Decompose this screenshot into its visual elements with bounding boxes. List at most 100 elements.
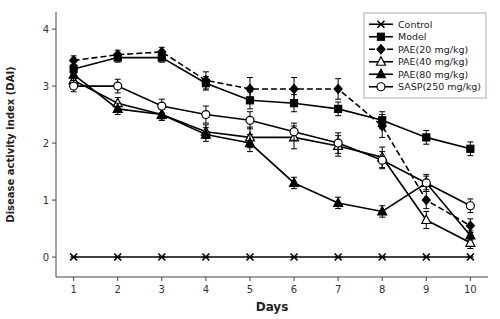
- series-line: [74, 86, 471, 206]
- legend-marker: [377, 33, 384, 40]
- data-point: [467, 254, 474, 261]
- legend-label: Model: [398, 31, 427, 42]
- y-tick: [52, 86, 56, 87]
- y-tick-label: 3: [43, 81, 49, 92]
- data-point: [70, 56, 78, 65]
- error-bar: [379, 152, 385, 169]
- x-tick: [382, 277, 383, 281]
- data-point: [158, 47, 166, 56]
- y-tick-label: 0: [43, 252, 49, 263]
- error-bar: [335, 79, 341, 100]
- error-bar: [71, 80, 77, 91]
- series: [70, 47, 475, 232]
- data-point: [70, 254, 77, 261]
- error-bar: [291, 78, 297, 101]
- data-point: [245, 138, 254, 147]
- error-bar: [71, 56, 77, 65]
- legend-label: PAE(20 mg/kg): [398, 44, 468, 55]
- data-point: [202, 111, 210, 119]
- x-tick-label: 10: [464, 284, 477, 295]
- data-point: [202, 76, 210, 85]
- data-point: [114, 50, 122, 59]
- data-point: [246, 116, 254, 124]
- series-line: [74, 256, 471, 258]
- data-point: [335, 105, 342, 112]
- x-tick: [338, 277, 339, 281]
- axes: 1234567891001234: [43, 12, 488, 295]
- x-tick-label: 6: [291, 284, 297, 295]
- data-point: [291, 254, 298, 261]
- error-bar: [379, 147, 385, 168]
- data-point: [466, 230, 475, 239]
- data-point: [378, 206, 387, 215]
- error-bar: [203, 106, 209, 123]
- legend-frame: [364, 13, 486, 98]
- error-bar: [115, 50, 121, 59]
- data-point: [334, 84, 342, 93]
- legend-marker: [377, 21, 384, 28]
- y-tick: [52, 257, 56, 258]
- data-point: [246, 254, 253, 261]
- x-tick: [249, 277, 250, 281]
- error-bar: [467, 199, 473, 213]
- series-line: [74, 52, 471, 226]
- x-tick-label: 2: [115, 284, 121, 295]
- legend-label: PAE(40 mg/kg): [398, 56, 468, 67]
- series-line: [74, 58, 471, 149]
- y-tick-label: 4: [43, 24, 49, 35]
- data-point: [379, 254, 386, 261]
- data-point: [466, 221, 474, 230]
- error-bar: [247, 112, 253, 129]
- error-bar: [423, 192, 429, 209]
- data-point: [423, 254, 430, 261]
- series: [70, 53, 474, 156]
- data-point: [422, 196, 430, 205]
- x-tick-label: 5: [247, 284, 253, 295]
- error-bar: [335, 102, 341, 116]
- data-point: [158, 102, 166, 110]
- legend-label: PAE(80 mg/kg): [398, 69, 468, 80]
- plot-area: [69, 47, 475, 260]
- x-tick-label: 7: [335, 284, 341, 295]
- data-point: [158, 254, 165, 261]
- data-point: [378, 156, 386, 164]
- x-tick-label: 1: [70, 284, 76, 295]
- series-line: [74, 80, 471, 242]
- series-line: [74, 75, 471, 236]
- error-bar: [467, 142, 473, 156]
- error-bar: [379, 115, 385, 138]
- y-tick: [52, 29, 56, 30]
- data-point: [378, 121, 386, 130]
- data-point: [290, 178, 299, 187]
- y-axis-line: [56, 12, 57, 277]
- data-point: [423, 134, 430, 141]
- legend-marker: [377, 83, 385, 91]
- y-tick: [52, 200, 56, 201]
- error-bar: [247, 78, 253, 101]
- data-point: [114, 254, 121, 261]
- x-tick: [117, 277, 118, 281]
- x-axis-label: Days: [256, 300, 289, 314]
- data-point: [335, 254, 342, 261]
- y-tick: [52, 143, 56, 144]
- error-bar: [291, 123, 297, 140]
- error-bar: [115, 79, 121, 93]
- x-tick-label: 8: [379, 284, 385, 295]
- x-tick: [161, 277, 162, 281]
- data-point: [113, 104, 122, 113]
- error-bar: [423, 174, 429, 191]
- data-point: [201, 130, 210, 139]
- legend-marker: [376, 57, 385, 66]
- legend-label: Control: [398, 19, 432, 30]
- x-tick: [470, 277, 471, 281]
- data-point: [290, 84, 298, 93]
- x-tick-label: 3: [159, 284, 165, 295]
- error-bar: [423, 131, 429, 145]
- data-point: [466, 202, 474, 210]
- x-tick-label: 4: [203, 284, 209, 295]
- x-tick: [426, 277, 427, 281]
- data-point: [202, 254, 209, 261]
- data-point: [422, 179, 430, 187]
- x-axis-line: [56, 277, 488, 278]
- x-tick: [73, 277, 74, 281]
